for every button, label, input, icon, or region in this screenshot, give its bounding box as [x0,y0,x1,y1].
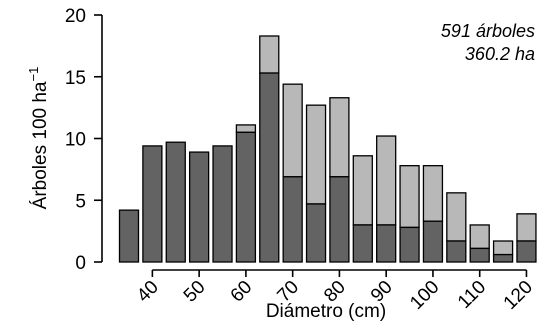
y-tick-label-15: 15 [65,68,86,89]
bar-light-100 [422,165,444,222]
bar-light-90 [376,135,397,226]
annotation-area: 360.2 ha [465,44,535,64]
x-tick-label-120: 120 [500,277,537,314]
bar-dark-50 [188,151,210,263]
bars [118,35,537,263]
bar-dark-60 [235,131,257,263]
x-tick-label-40: 40 [133,277,163,307]
y-axis-title-superscript: −1 [26,67,41,82]
bar-light-60 [235,124,257,133]
bar-dark-35 [118,209,140,263]
bar-light-110 [469,224,490,250]
x-tick-label-50: 50 [180,277,210,307]
bar-dark-115 [492,253,514,263]
bar-dark-55 [212,145,233,263]
bar-light-65 [259,35,280,74]
bar-light-95 [399,165,420,229]
y-tick-label-0: 0 [75,253,86,274]
bar-dark-95 [399,226,420,263]
y-tick-label-5: 5 [75,191,86,212]
bar-light-75 [305,104,327,205]
x-tick-label-60: 60 [227,277,257,307]
bar-dark-110 [469,247,490,263]
y-axis-title: Árboles 100 ha−1 [26,67,51,210]
bar-dark-75 [305,203,327,263]
x-axis-title: Diámetro (cm) [266,301,386,322]
annotation-tree-count: 591 árboles [441,21,535,41]
bar-light-115 [492,240,514,256]
bar-light-105 [446,192,467,242]
bar-dark-45 [165,141,186,263]
bar-dark-65 [259,72,280,263]
bar-dark-85 [352,224,373,263]
x-tick-label-100: 100 [406,277,443,314]
x-tick-label-110: 110 [454,277,490,313]
bar-dark-70 [282,176,303,263]
y-axis-title-main: Árboles 100 ha [30,81,51,209]
bar-dark-100 [422,220,444,263]
bar-dark-105 [446,240,467,263]
bar-light-85 [352,155,373,226]
bar-light-70 [282,83,303,178]
bar-light-120 [516,213,537,242]
bar-dark-90 [376,224,397,263]
y-tick-label-20: 20 [65,6,86,27]
bar-dark-120 [516,240,537,263]
bar-dark-80 [329,176,350,263]
bar-dark-40 [142,145,163,263]
y-axis-ticks: 0 5 10 15 20 [65,6,102,274]
bar-light-80 [329,97,350,178]
y-tick-label-10: 10 [65,130,86,151]
